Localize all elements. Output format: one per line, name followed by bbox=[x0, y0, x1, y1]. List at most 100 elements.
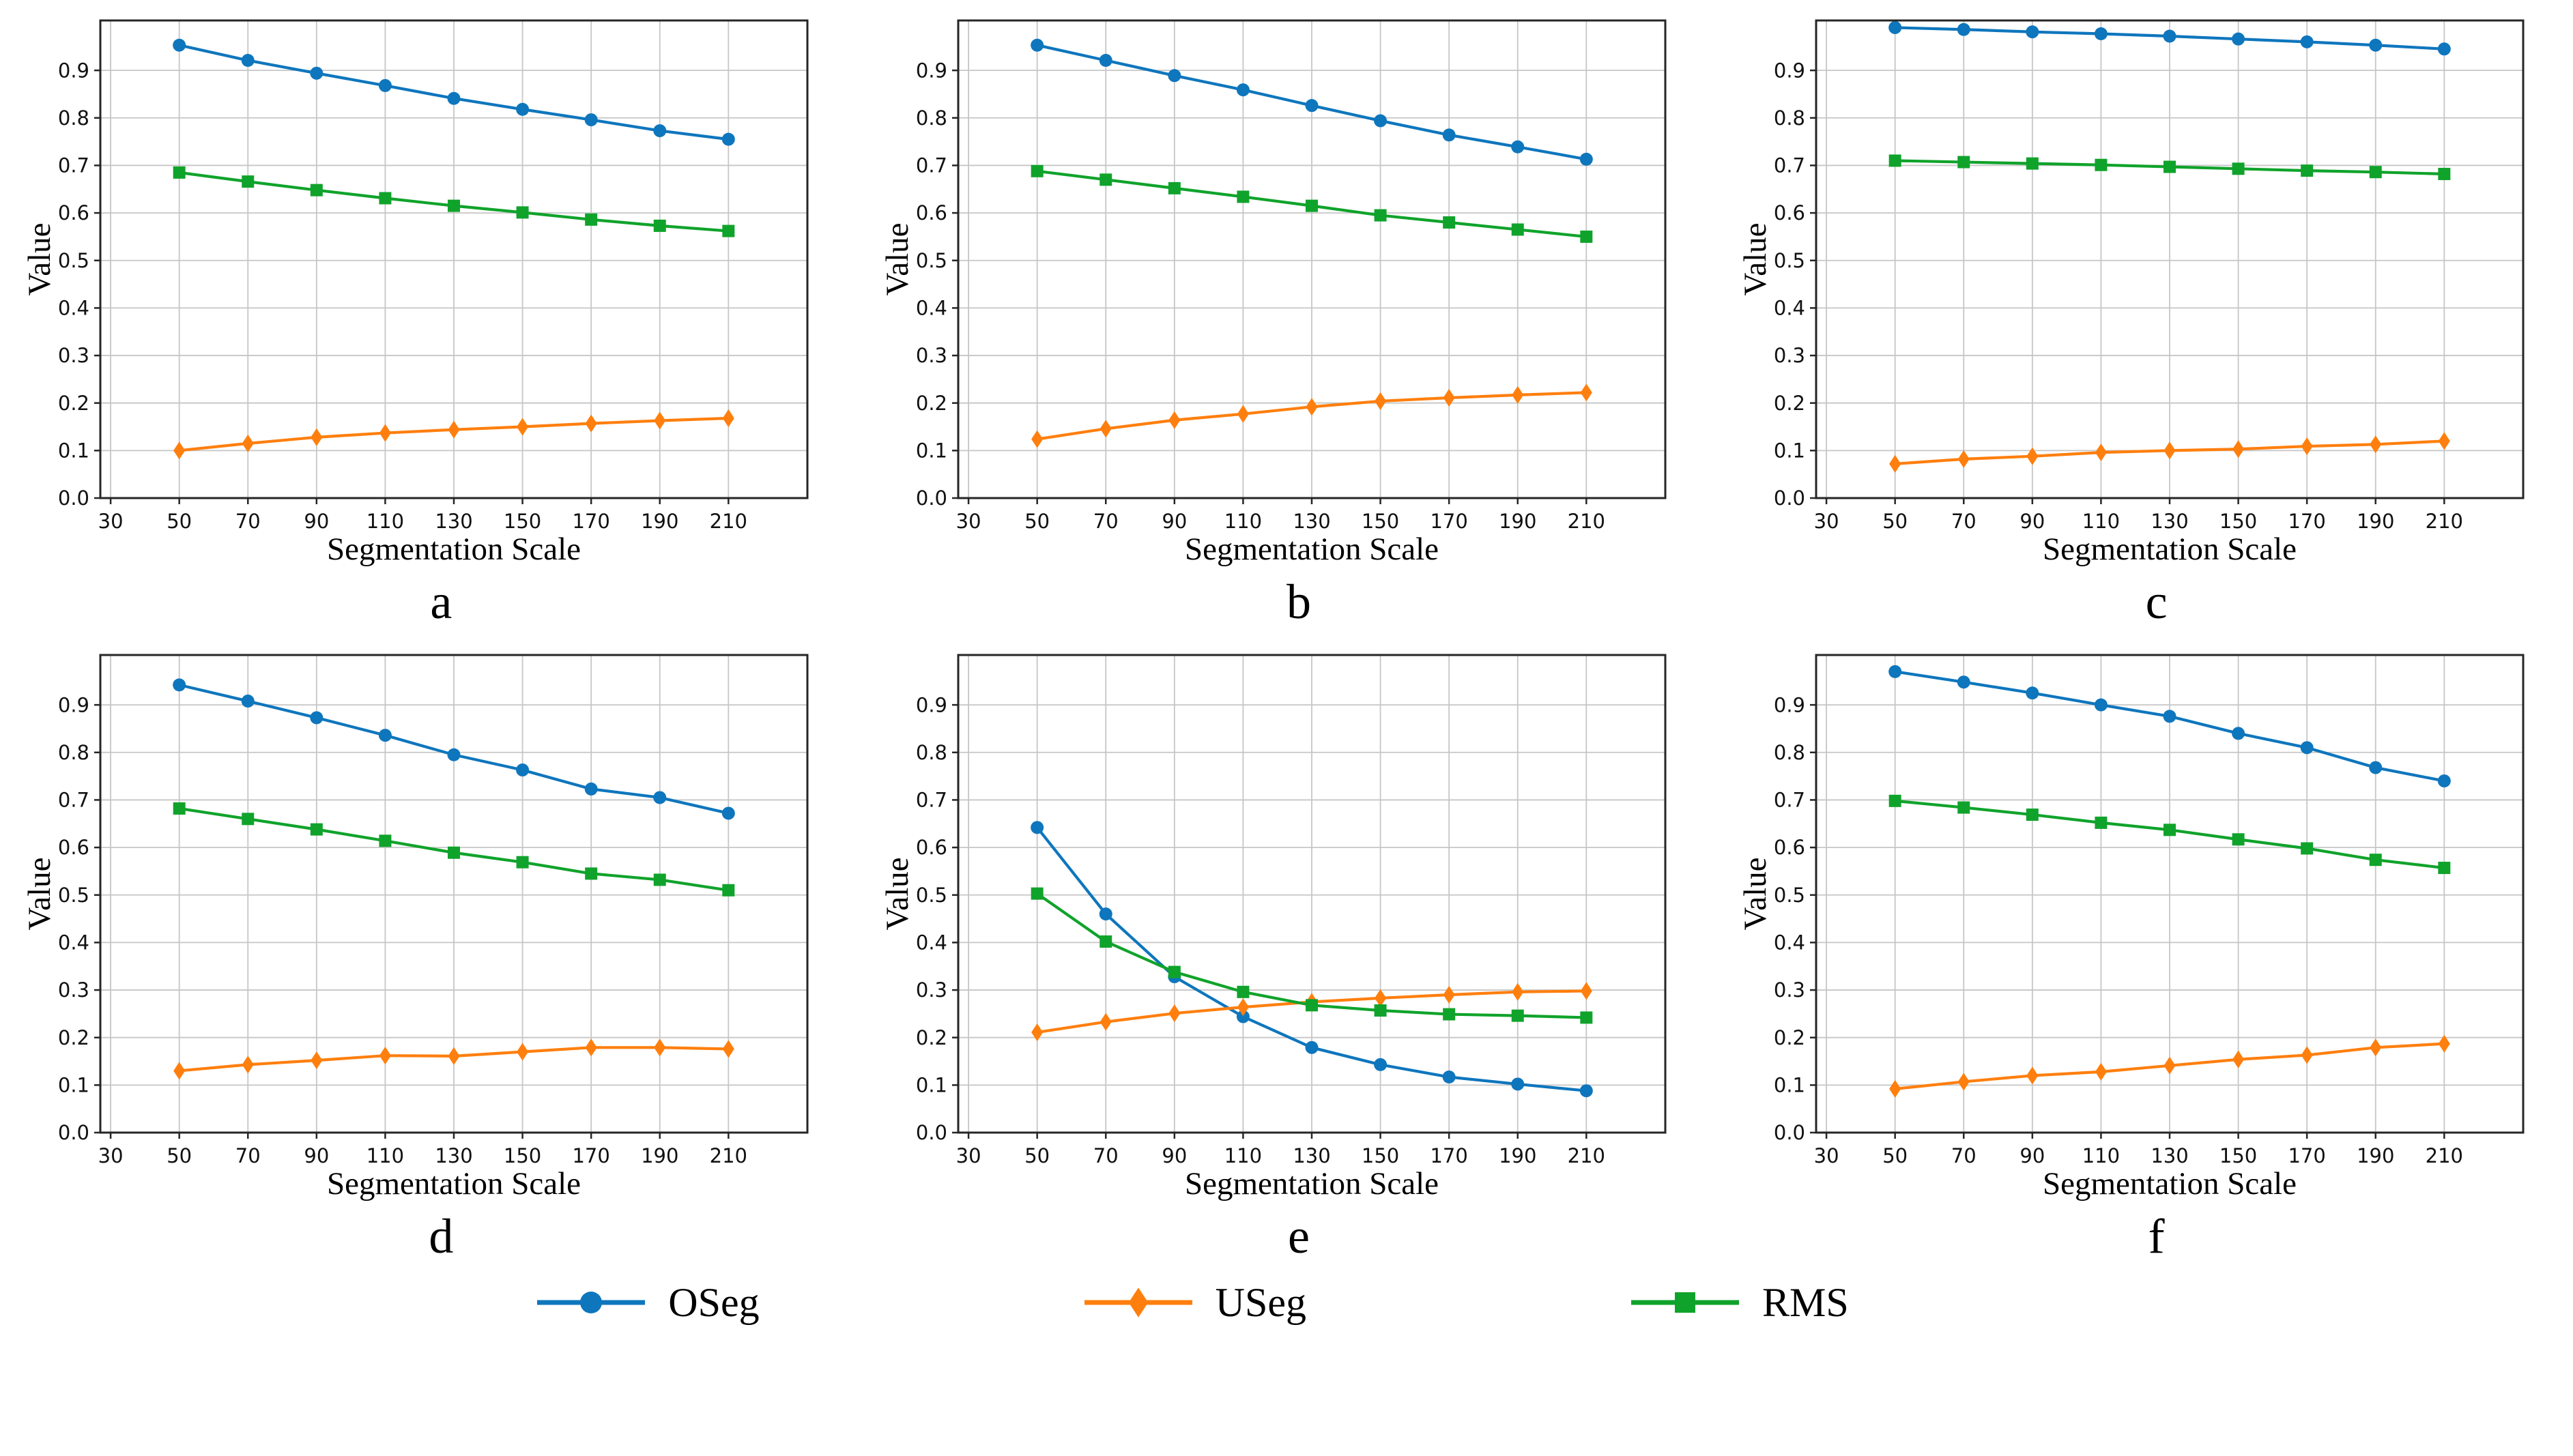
subplot-a-chart: 30 50 70 90 110 130 150 170 190 210 0.0 0.1 0.2 0.3 0.… bbox=[23, 19, 809, 567]
svg-text:0.4: 0.4 bbox=[916, 931, 947, 955]
svg-text:190: 190 bbox=[641, 510, 678, 533]
series-oseg bbox=[1888, 665, 2451, 788]
svg-text:0.9: 0.9 bbox=[916, 59, 947, 82]
svg-text:0.1: 0.1 bbox=[1774, 439, 1805, 462]
axis-ticks bbox=[1809, 703, 2445, 1139]
svg-text:210: 210 bbox=[2425, 1144, 2462, 1167]
subplot-b-caption: b bbox=[1286, 574, 1311, 629]
svg-text:90: 90 bbox=[1162, 510, 1187, 533]
svg-text:150: 150 bbox=[1362, 1144, 1399, 1167]
subplot-c: 30 50 70 90 110 130 150 170 190 210 0.0 0.1 0.2 0.3 0.… bbox=[1738, 10, 2550, 626]
svg-text:0.8: 0.8 bbox=[1774, 741, 1805, 764]
svg-text:0.2: 0.2 bbox=[58, 392, 89, 415]
axis-labels: Segmentation Scale Value bbox=[23, 222, 581, 567]
axis-ticks bbox=[951, 69, 1587, 504]
svg-text:150: 150 bbox=[504, 1144, 541, 1167]
series-rms bbox=[1031, 164, 1593, 243]
subplot-e-caption: e bbox=[1288, 1209, 1310, 1264]
oseg-marker-icon bbox=[537, 1292, 646, 1313]
svg-text:50: 50 bbox=[1882, 510, 1908, 533]
grid-lines bbox=[958, 20, 1665, 499]
svg-text:0.0: 0.0 bbox=[58, 1121, 89, 1144]
svg-text:0.0: 0.0 bbox=[916, 1121, 947, 1144]
svg-text:0.3: 0.3 bbox=[58, 978, 89, 1002]
svg-text:170: 170 bbox=[2288, 1144, 2325, 1167]
legend-item-rms: RMS bbox=[1627, 1279, 1849, 1326]
axis-labels: Segmentation Scale Value bbox=[880, 857, 1439, 1202]
svg-text:70: 70 bbox=[1951, 510, 1976, 533]
axis-ticks bbox=[94, 69, 730, 504]
axis-labels: Segmentation Scale Value bbox=[1738, 857, 2297, 1202]
svg-text:0.1: 0.1 bbox=[916, 439, 947, 462]
svg-text:Value: Value bbox=[1738, 857, 1773, 930]
subplot-d-chart: 30 50 70 90 110 130 150 170 190 210 0.0 0.1 0.2 0.3 0.… bbox=[23, 654, 809, 1202]
series-rms bbox=[1888, 154, 2450, 180]
svg-text:90: 90 bbox=[304, 1144, 330, 1167]
svg-text:0.4: 0.4 bbox=[916, 297, 947, 320]
svg-text:190: 190 bbox=[2357, 510, 2394, 533]
svg-text:0.6: 0.6 bbox=[58, 201, 89, 224]
svg-text:0.7: 0.7 bbox=[1774, 154, 1805, 177]
svg-text:0.8: 0.8 bbox=[1774, 106, 1805, 130]
subplot-e-chart: 30 50 70 90 110 130 150 170 190 210 0.0 0.1 0.2 0.3 0.… bbox=[880, 654, 1667, 1202]
grid-lines bbox=[1815, 655, 2523, 1133]
svg-text:70: 70 bbox=[235, 510, 261, 533]
svg-text:0.3: 0.3 bbox=[58, 344, 89, 367]
svg-text:Value: Value bbox=[1738, 222, 1773, 295]
tick-labels: 30 50 70 90 110 130 150 170 190 210 0.0 0.1 0.2 0.3 0.… bbox=[58, 693, 747, 1167]
subplot-d: 30 50 70 90 110 130 150 170 190 210 0.0 0.1 0.2 0.3 0.… bbox=[23, 644, 835, 1261]
svg-text:Segmentation Scale: Segmentation Scale bbox=[2043, 1166, 2297, 1202]
svg-text:30: 30 bbox=[956, 510, 981, 533]
svg-text:0.2: 0.2 bbox=[1774, 392, 1805, 415]
svg-text:0.0: 0.0 bbox=[916, 486, 947, 510]
svg-text:0.5: 0.5 bbox=[916, 249, 947, 272]
svg-text:0.6: 0.6 bbox=[916, 201, 947, 224]
svg-text:0.0: 0.0 bbox=[1774, 486, 1805, 510]
svg-text:0.6: 0.6 bbox=[1774, 201, 1805, 224]
series-oseg bbox=[173, 678, 736, 820]
svg-text:110: 110 bbox=[2082, 1144, 2119, 1167]
svg-text:0.6: 0.6 bbox=[916, 836, 947, 859]
svg-text:0.5: 0.5 bbox=[1774, 884, 1805, 907]
svg-text:0.0: 0.0 bbox=[1774, 1121, 1805, 1144]
series-oseg bbox=[173, 38, 736, 146]
svg-text:170: 170 bbox=[573, 1144, 610, 1167]
svg-text:30: 30 bbox=[956, 1144, 981, 1167]
svg-text:70: 70 bbox=[235, 1144, 261, 1167]
svg-text:0.9: 0.9 bbox=[58, 59, 89, 82]
svg-text:170: 170 bbox=[2288, 510, 2325, 533]
svg-text:0.4: 0.4 bbox=[58, 931, 89, 955]
svg-text:0.4: 0.4 bbox=[1774, 931, 1805, 955]
series-rms bbox=[173, 166, 735, 237]
svg-text:Segmentation Scale: Segmentation Scale bbox=[2043, 532, 2297, 567]
svg-text:30: 30 bbox=[98, 1144, 124, 1167]
axis-ticks bbox=[94, 703, 730, 1139]
series-useg bbox=[1888, 1034, 2450, 1098]
svg-text:130: 130 bbox=[1293, 510, 1330, 533]
svg-text:Segmentation Scale: Segmentation Scale bbox=[1185, 532, 1439, 567]
svg-text:110: 110 bbox=[2082, 510, 2119, 533]
plot-frame bbox=[1815, 19, 2525, 499]
svg-text:190: 190 bbox=[641, 1144, 678, 1167]
svg-text:0.9: 0.9 bbox=[1774, 59, 1805, 82]
svg-text:0.4: 0.4 bbox=[58, 297, 89, 320]
svg-text:110: 110 bbox=[366, 1144, 404, 1167]
svg-text:0.6: 0.6 bbox=[1774, 836, 1805, 859]
plot-frame bbox=[957, 19, 1667, 499]
svg-text:150: 150 bbox=[1362, 510, 1399, 533]
plot-frame bbox=[957, 654, 1667, 1134]
subplot-d-caption: d bbox=[429, 1209, 454, 1264]
svg-text:130: 130 bbox=[435, 510, 473, 533]
svg-text:0.7: 0.7 bbox=[1774, 789, 1805, 812]
subplot-b: 30 50 70 90 110 130 150 170 190 210 0.0 0.1 0.2 0.3 0.… bbox=[880, 10, 1693, 626]
svg-text:0.7: 0.7 bbox=[58, 154, 89, 177]
axis-labels: Segmentation Scale Value bbox=[880, 222, 1439, 567]
svg-text:150: 150 bbox=[2219, 510, 2257, 533]
subplot-c-caption: c bbox=[2145, 574, 2168, 629]
svg-text:0.9: 0.9 bbox=[1774, 693, 1805, 716]
svg-text:70: 70 bbox=[1093, 1144, 1119, 1167]
svg-text:0.7: 0.7 bbox=[58, 789, 89, 812]
svg-text:210: 210 bbox=[2425, 510, 2462, 533]
svg-text:210: 210 bbox=[1568, 510, 1605, 533]
